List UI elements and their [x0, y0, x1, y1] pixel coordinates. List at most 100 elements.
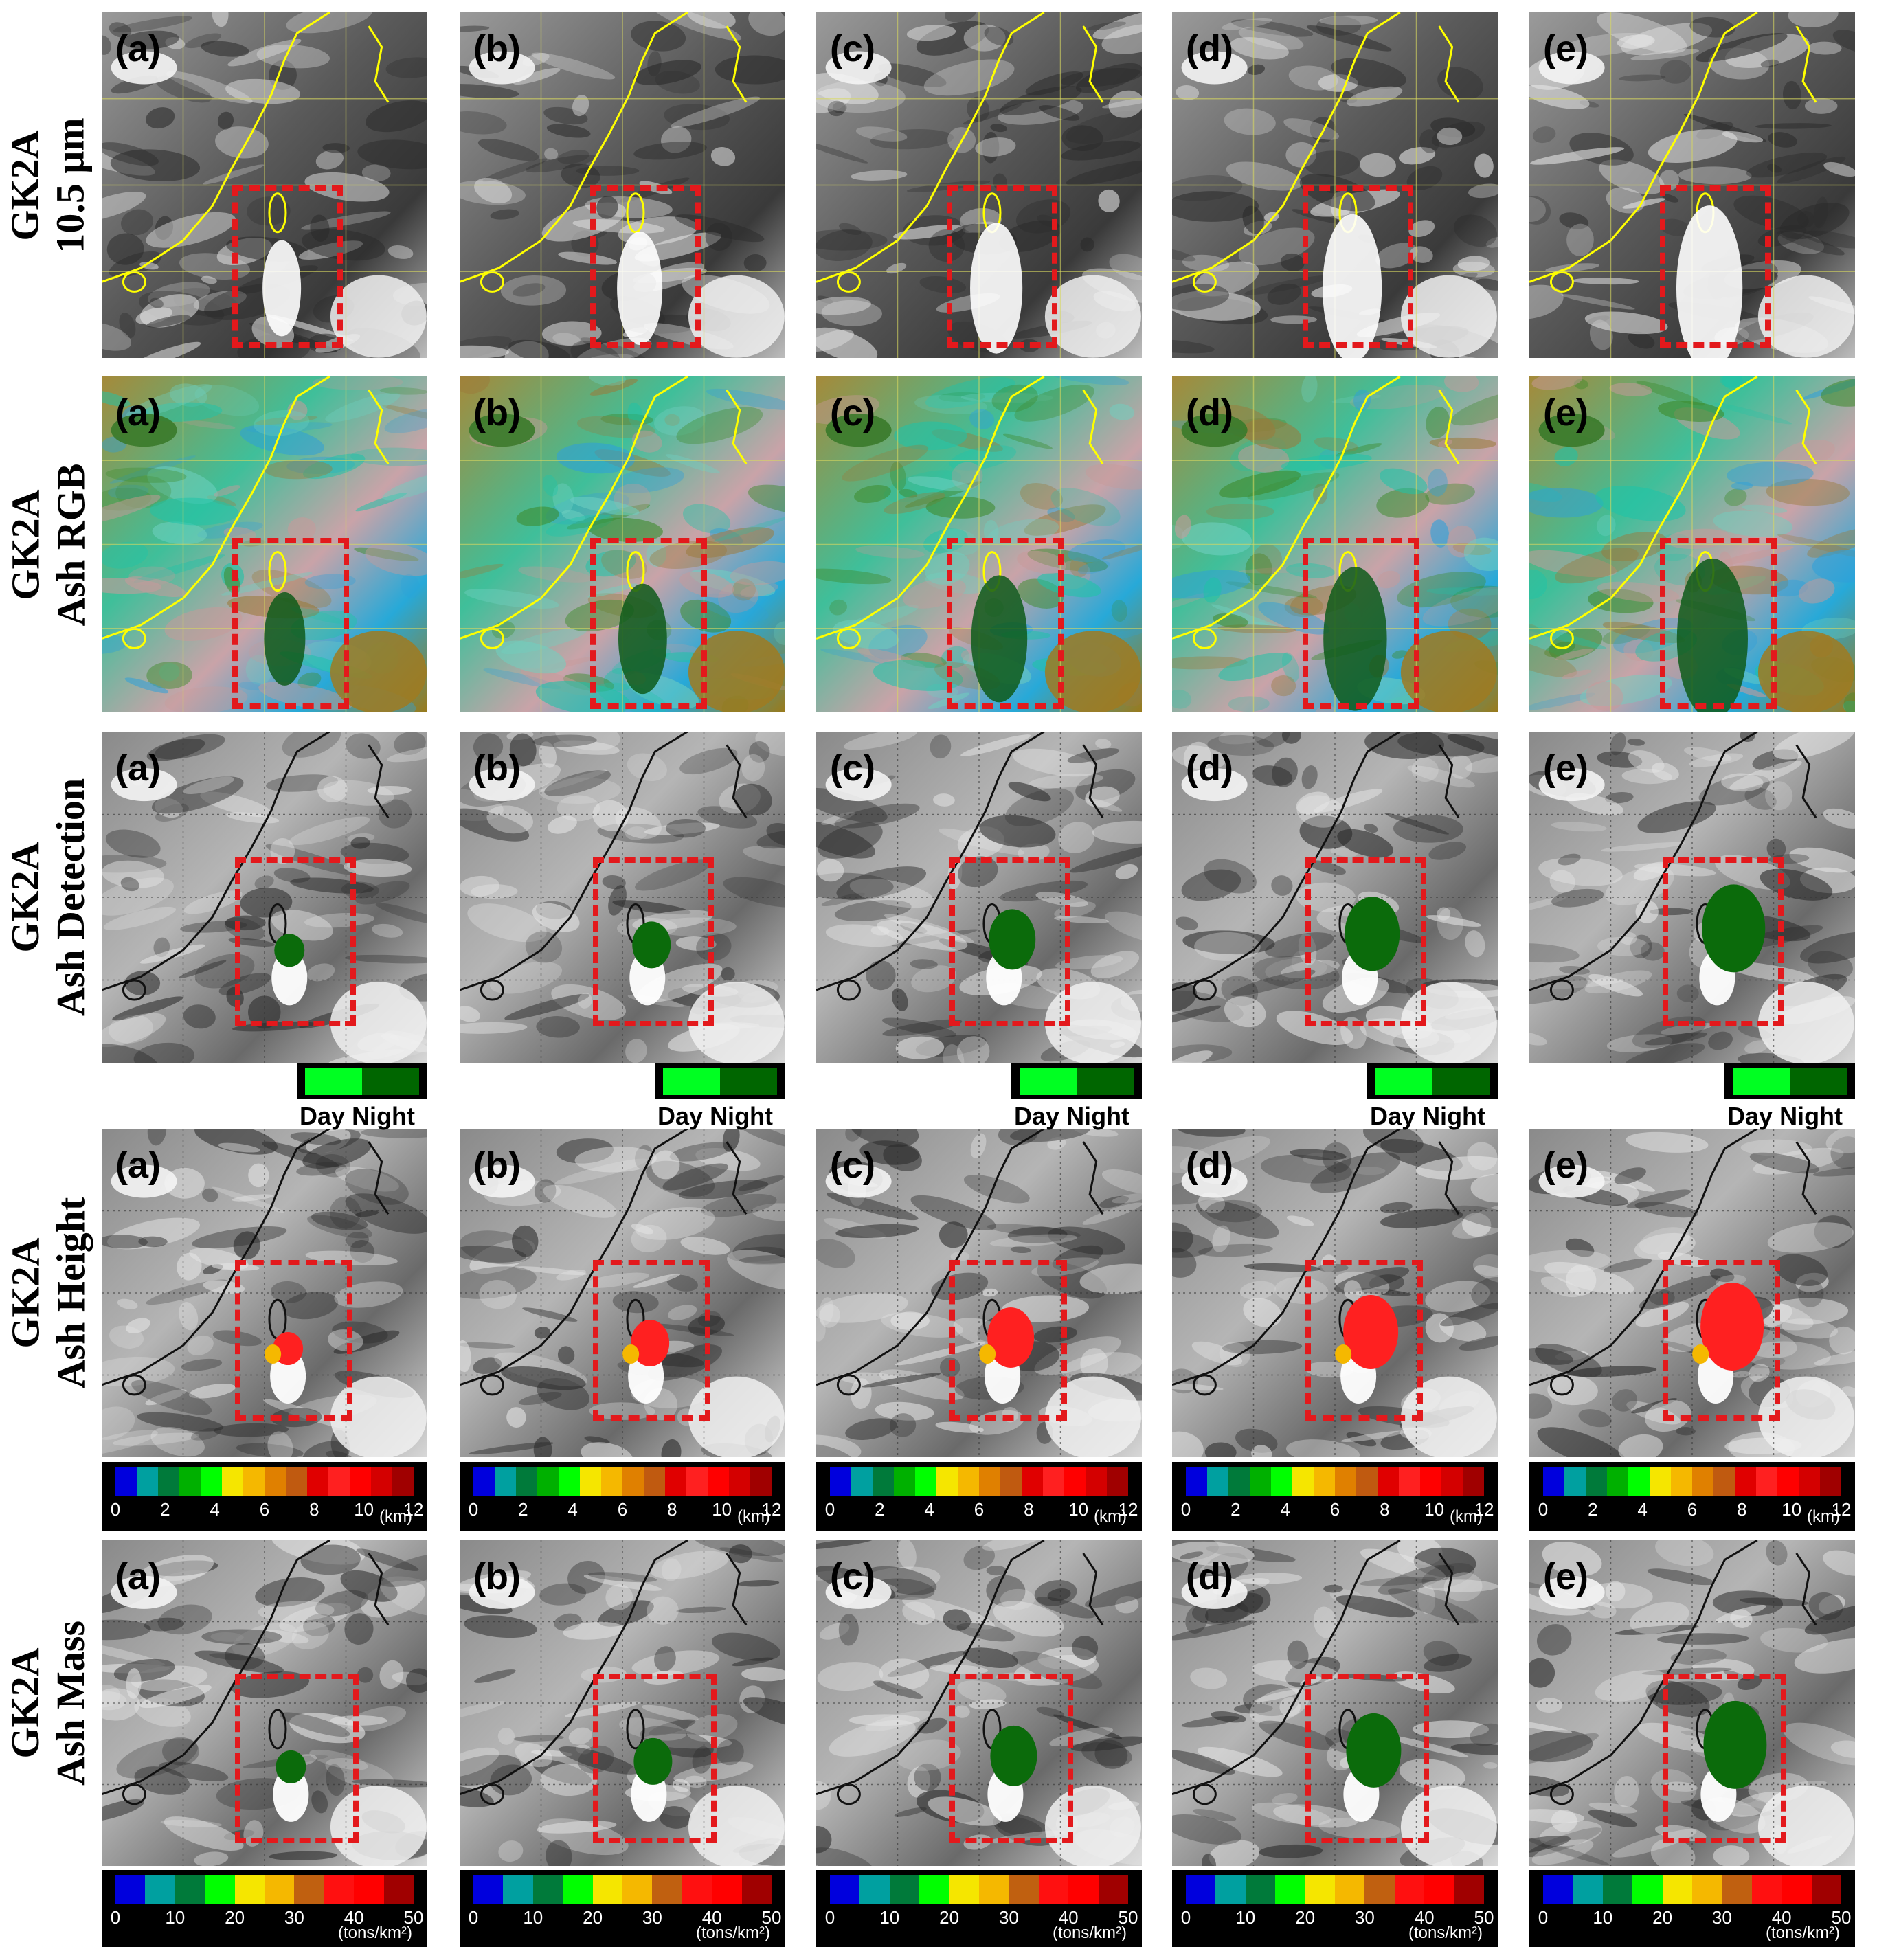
- panel-ir105-3: (c): [816, 12, 1142, 358]
- day-swatch: [663, 1068, 720, 1095]
- row-label-mass: GK2A Ash Mass: [0, 1540, 96, 1866]
- scale-tick-label: 12: [1118, 1499, 1138, 1520]
- scale-swatch: [1250, 1467, 1271, 1496]
- panel-ashrgb-1: (a): [102, 376, 427, 712]
- scale-swatch: [1364, 1875, 1395, 1904]
- panel-detection-2: (b): [460, 732, 785, 1063]
- satellite-image: [816, 1129, 1142, 1457]
- roi-box: [949, 1260, 1067, 1421]
- scale-swatch: [371, 1467, 392, 1496]
- day-night-labels: Day Night: [1727, 1102, 1843, 1131]
- roi-box: [235, 857, 356, 1026]
- roi-box: [235, 1260, 352, 1421]
- scale-swatch: [1356, 1467, 1378, 1496]
- scale-tick-label: 8: [1024, 1499, 1034, 1520]
- scale-unit: (tons/km²): [1766, 1924, 1840, 1942]
- scale-tick-label: 2: [160, 1499, 170, 1520]
- scale-swatch: [563, 1875, 593, 1904]
- scale-tick-label: 30: [642, 1907, 662, 1928]
- scale-swatch: [1275, 1875, 1305, 1904]
- roi-box: [589, 537, 708, 710]
- panel-ir105-5: (e): [1529, 12, 1855, 358]
- scale-swatch: [580, 1467, 601, 1496]
- scale-tick-label: 30: [998, 1907, 1019, 1928]
- roi-box: [1305, 1260, 1423, 1421]
- panel-letter: (d): [1186, 1556, 1233, 1597]
- scale-tick-label: 0: [1180, 1907, 1191, 1928]
- scale-tick-label: 10: [523, 1907, 543, 1928]
- height-scalebar: 0 2 4 6 8 10 12 (km): [1529, 1462, 1855, 1531]
- scale-swatch: [859, 1875, 890, 1904]
- satellite-image: [1172, 1540, 1498, 1866]
- scale-swatch: [201, 1467, 222, 1496]
- scale-tick-label: 12: [1831, 1499, 1852, 1520]
- scale-swatch: [622, 1875, 653, 1904]
- scale-swatch: [158, 1467, 179, 1496]
- mass-scalebar: 0 10 20 30 40 50 (tons/km²): [460, 1870, 785, 1947]
- panel-detection-4: (d): [1172, 732, 1498, 1063]
- scale-swatch: [383, 1875, 414, 1904]
- day-swatch: [1020, 1068, 1077, 1095]
- scale-swatch: [537, 1467, 559, 1496]
- day-label: Day: [300, 1102, 346, 1130]
- scale-swatch: [1463, 1467, 1484, 1496]
- scale-swatch: [622, 1467, 644, 1496]
- roi-box: [946, 185, 1057, 348]
- scale-unit: (km): [1807, 1507, 1840, 1526]
- scale-swatch: [137, 1467, 158, 1496]
- scale-swatch: [1799, 1467, 1820, 1496]
- scale-swatch: [1107, 1467, 1128, 1496]
- scale-tick-label: 10: [354, 1499, 374, 1520]
- mass-scalebar: 0 10 20 30 40 50 (tons/km²): [1529, 1870, 1855, 1947]
- day-night-legend: [1724, 1063, 1855, 1099]
- panel-letter: (a): [115, 1556, 161, 1597]
- satellite-image: [816, 12, 1142, 358]
- height-scalebar: 0 2 4 6 8 10 12 (km): [460, 1462, 785, 1531]
- scale-tick-label: 2: [1230, 1499, 1241, 1520]
- scale-swatches: [1543, 1875, 1842, 1904]
- scale-swatch: [919, 1875, 949, 1904]
- scale-swatch: [1245, 1875, 1276, 1904]
- scale-swatches: [1186, 1875, 1485, 1904]
- scale-swatch: [1186, 1875, 1216, 1904]
- scale-swatch: [1305, 1875, 1336, 1904]
- scale-tick-label: 6: [1687, 1499, 1698, 1520]
- height-scalebar: 0 2 4 6 8 10 12 (km): [102, 1462, 427, 1531]
- scale-swatch: [1735, 1467, 1756, 1496]
- scale-swatch: [894, 1467, 915, 1496]
- panel-letter: (c): [830, 392, 875, 433]
- satellite-image: [102, 1129, 427, 1457]
- scale-swatches: [473, 1875, 772, 1904]
- scale-swatch: [328, 1467, 350, 1496]
- night-label: Night: [710, 1102, 774, 1130]
- scale-swatch: [1043, 1467, 1064, 1496]
- scale-swatches: [1186, 1467, 1484, 1496]
- panel-letter: (e): [1543, 1556, 1588, 1597]
- scale-swatch: [936, 1467, 958, 1496]
- panel-letter: (d): [1186, 392, 1233, 433]
- panel-letter: (d): [1186, 1145, 1233, 1186]
- day-night-labels: Day Night: [1014, 1102, 1129, 1131]
- scale-swatch: [741, 1875, 772, 1904]
- scale-swatch: [354, 1875, 384, 1904]
- row-label-height: GK2A Ash Height: [0, 1129, 96, 1457]
- scale-ticks: 0 2 4 6 8 10 12: [825, 1499, 1138, 1524]
- day-swatch: [1733, 1068, 1790, 1095]
- scale-swatch: [392, 1467, 414, 1496]
- roi-box: [946, 537, 1064, 710]
- scale-unit: (tons/km²): [1408, 1924, 1483, 1942]
- mass-scalebar: 0 10 20 30 40 50 (tons/km²): [102, 1870, 427, 1947]
- scale-swatch: [265, 1875, 295, 1904]
- row-label-detection: GK2A Ash Detection: [0, 732, 96, 1063]
- panel-letter: (a): [115, 1145, 161, 1186]
- roi-box: [949, 857, 1070, 1026]
- scale-swatch: [1335, 1875, 1365, 1904]
- scale-tick-label: 10: [1235, 1907, 1256, 1928]
- day-swatch: [305, 1068, 362, 1095]
- row-label-ashrgb: GK2A Ash RGB: [0, 376, 96, 712]
- scale-tick-label: 6: [617, 1499, 628, 1520]
- scale-swatch: [1271, 1467, 1292, 1496]
- spacer: [703, 1102, 710, 1130]
- panel-letter: (e): [1543, 1145, 1588, 1186]
- satellite-image: [102, 376, 427, 712]
